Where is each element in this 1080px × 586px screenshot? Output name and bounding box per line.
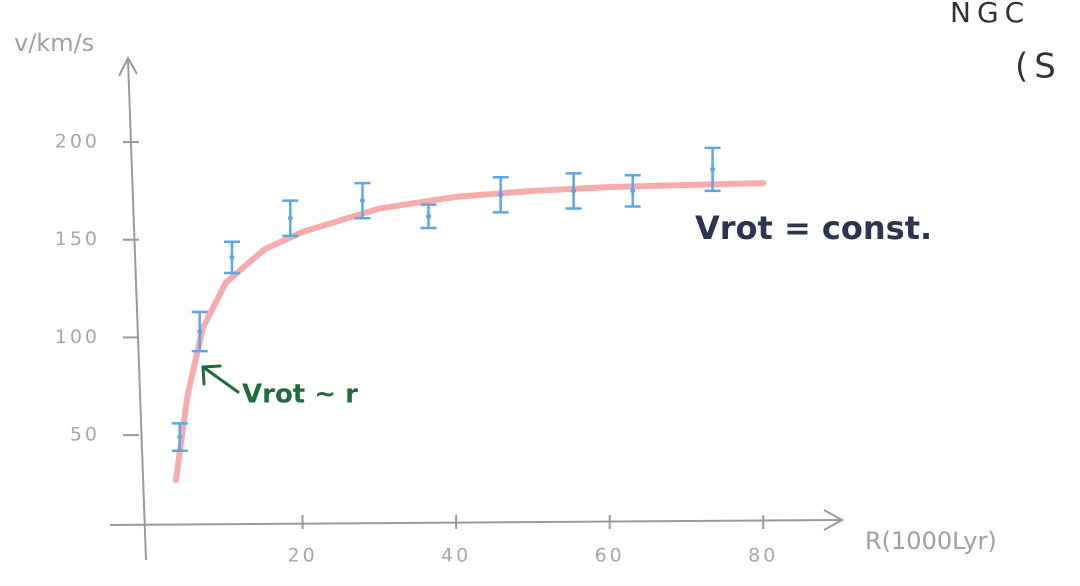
data-point: [229, 255, 234, 260]
page: {"chart_data": { "type": "scatter", "tit…: [0, 0, 1080, 586]
fit-curve: [176, 183, 763, 480]
y-axis: [128, 60, 146, 560]
x-tick-label: 20: [287, 545, 317, 567]
data-point: [630, 188, 635, 193]
y-axis-title: v/km/s: [14, 29, 94, 57]
y-tick-label: 100: [55, 326, 100, 348]
annotation-arrow: [203, 366, 238, 392]
annotation: Vrot ~ r: [242, 380, 358, 410]
data-point: [571, 188, 576, 193]
chart-title: NGC: [950, 0, 1030, 29]
chart-subtitle: (S: [1015, 47, 1062, 87]
data-point: [177, 435, 182, 440]
data-point: [360, 198, 365, 203]
x-tick-label: 40: [441, 545, 471, 567]
y-tick-label: 150: [55, 228, 100, 250]
data-point: [197, 329, 202, 334]
data-point: [288, 216, 293, 221]
x-axis-title: R(1000Lyr): [865, 527, 997, 555]
data-point: [426, 214, 431, 219]
x-tick-label: 60: [595, 545, 625, 567]
y-tick-label: 200: [55, 131, 100, 153]
data-point: [498, 192, 503, 197]
annotation: Vrot = const.: [695, 209, 932, 247]
data-point: [710, 167, 715, 172]
x-tick-label: 80: [748, 545, 778, 567]
x-axis: [110, 520, 840, 525]
chart: R(1000Lyr) v/km/s NGC (S Vrot = const. V…: [0, 0, 1080, 586]
y-tick-label: 50: [70, 424, 100, 446]
